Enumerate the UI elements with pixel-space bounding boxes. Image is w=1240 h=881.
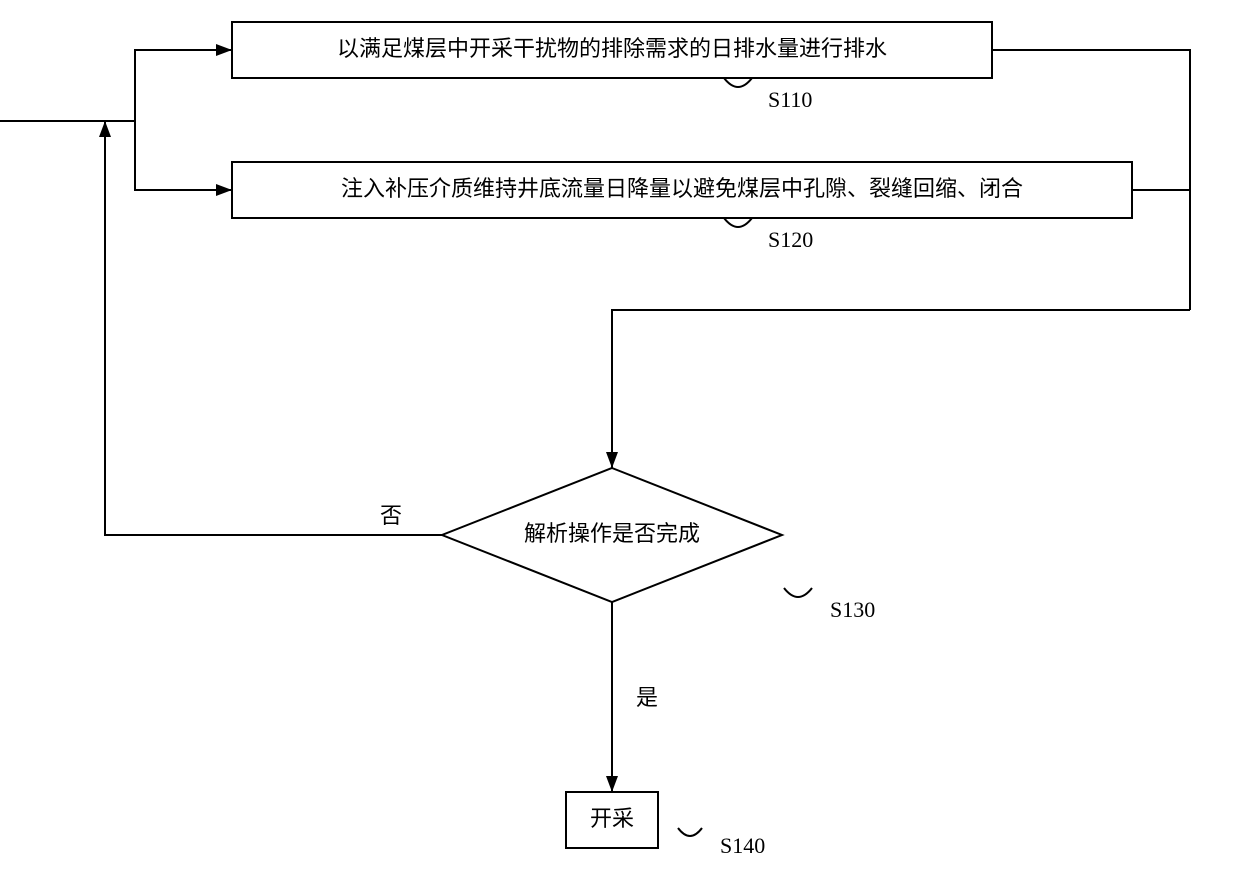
edge-label-no: 否 — [380, 503, 402, 528]
arrow-head — [216, 184, 232, 196]
step-bracket-s120 — [724, 218, 752, 227]
arrow-head — [606, 452, 618, 468]
process-text-s120: 注入补压介质维持井底流量日降量以避免煤层中孔隙、裂缝回缩、闭合 — [341, 176, 1023, 201]
decision-text-s130: 解析操作是否完成 — [524, 521, 700, 546]
step-label-s130: S130 — [830, 597, 875, 622]
process-text-s110: 以满足煤层中开采干扰物的排除需求的日排水量进行排水 — [337, 36, 887, 61]
arrow-head — [99, 121, 111, 137]
step-label-s120: S120 — [768, 227, 813, 252]
arrow-head — [606, 776, 618, 792]
step-bracket-s140 — [678, 828, 702, 836]
connector-merge_to_s130 — [612, 310, 1190, 468]
connector-fanout_to_s110 — [105, 50, 232, 121]
step-bracket-s110 — [724, 78, 752, 87]
step-bracket-s130 — [784, 588, 812, 597]
step-label-s110: S110 — [768, 87, 812, 112]
connector-fanout_to_s120 — [135, 121, 232, 190]
edge-label-yes: 是 — [636, 685, 658, 710]
step-label-s140: S140 — [720, 833, 765, 858]
arrow-head — [216, 44, 232, 56]
process-text-s140: 开采 — [590, 806, 634, 831]
flowchart-canvas: 以满足煤层中开采干扰物的排除需求的日排水量进行排水注入补压介质维持井底流量日降量… — [0, 0, 1240, 881]
